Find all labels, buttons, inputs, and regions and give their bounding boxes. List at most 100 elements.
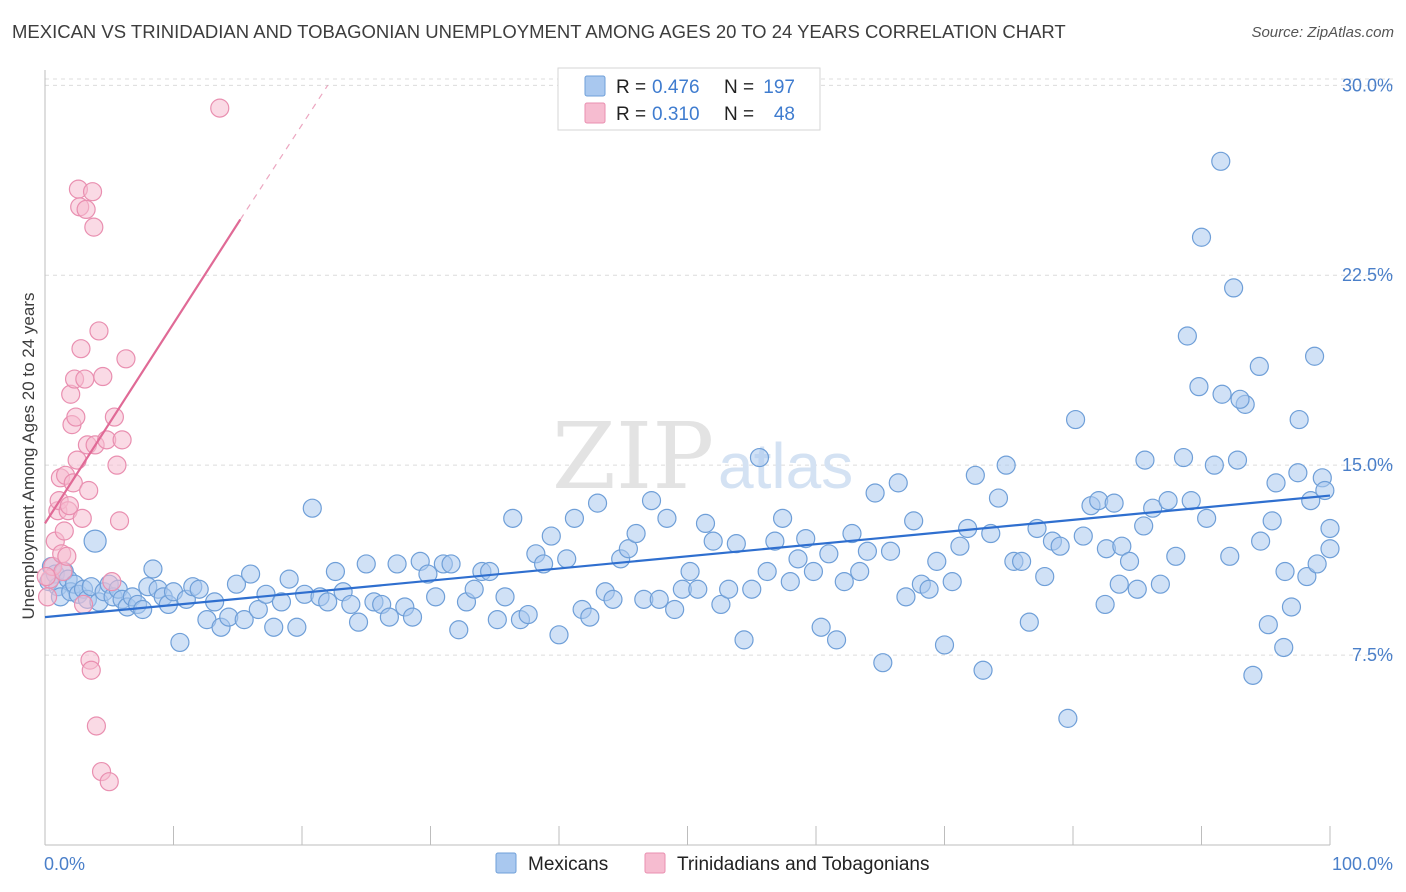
trinidadians-point-11 — [57, 546, 77, 566]
mexicans-point-112 — [796, 528, 816, 549]
mexicans-point-154 — [1119, 551, 1140, 571]
trinidadians-point-47 — [36, 566, 56, 587]
mexicans-point-175 — [1281, 597, 1302, 617]
mexicans-point-119 — [850, 561, 870, 582]
trinidadians-point-28 — [79, 480, 99, 501]
trinidadians-point-18 — [66, 407, 86, 427]
mexicans-point-33 — [189, 579, 209, 599]
mexicans-point-43 — [264, 617, 284, 637]
mexicans-point-181 — [1134, 516, 1154, 536]
mexicans-point-130 — [934, 635, 955, 655]
mexicans-point-110 — [780, 572, 800, 592]
legend: R = 0.476 N = 197 R = 0.310 N = 48 — [557, 67, 821, 131]
mexicans-point-66 — [441, 554, 461, 574]
mexicans-point-192 — [1307, 554, 1327, 574]
mexicans-point-168 — [1227, 450, 1248, 470]
mexicans-trend-line — [44, 494, 1331, 619]
y-axis-label: Unemployment Among Ages 20 to 24 years — [19, 293, 38, 620]
axes — [44, 70, 1331, 846]
mexicans-point-54 — [348, 612, 369, 632]
legend-n-label-trinidadians: N = — [724, 104, 754, 125]
mexicans-point-132 — [950, 536, 970, 556]
mexicans-point-177 — [1297, 566, 1317, 587]
mexicans-point-155 — [1127, 579, 1147, 599]
mexicans-point-72 — [487, 610, 507, 630]
trinidadians-point-25 — [75, 369, 95, 389]
mexicans-point-80 — [549, 625, 569, 645]
mexicans-point-45 — [279, 569, 299, 589]
series-trinidadians — [36, 98, 230, 792]
mexicans-point-30 — [170, 632, 190, 653]
chart-title: MEXICAN VS TRINIDADIAN AND TOBAGONIAN UN… — [12, 21, 1066, 42]
mexicans-point-171 — [1251, 531, 1271, 551]
y-tick-label-2: 22.5% — [1342, 265, 1393, 285]
mexicans-point-185 — [1224, 278, 1244, 298]
mexicans-point-67 — [449, 620, 469, 640]
mexicans-point-95 — [665, 599, 685, 620]
mexicans-point-117 — [834, 572, 854, 592]
legend-n-label-mexicans: N = — [724, 77, 754, 98]
mexicans-point-85 — [587, 493, 608, 513]
mexicans-point-98 — [688, 579, 708, 599]
mexicans-point-183 — [1191, 227, 1212, 247]
mexicans-point-129 — [927, 551, 947, 571]
watermark-zip: ZIP — [552, 403, 714, 510]
mexicans-point-152 — [1104, 493, 1124, 513]
x-tick-label-max: 100.0% — [1332, 854, 1393, 874]
mexicans-point-167 — [1220, 546, 1240, 566]
mexicans-point-134 — [965, 465, 985, 485]
trinidadians-trend-extension — [239, 84, 329, 220]
mexicans-point-48 — [302, 498, 322, 518]
mexicans-point-114 — [811, 617, 831, 637]
mexicans-point-173 — [1266, 473, 1286, 493]
mexicans-point-44 — [271, 592, 292, 612]
mexicans-point-63 — [418, 564, 438, 584]
trinidadians-point-0 — [37, 587, 58, 607]
mexicans-point-74 — [503, 508, 523, 528]
y-tick-label-3: 30.0% — [1342, 75, 1393, 95]
mexicans-point-118 — [842, 523, 862, 544]
mexicans-point-161 — [1173, 447, 1194, 468]
mexicans-point-51 — [325, 561, 346, 582]
bottom-legend-label-trinidadians: Trinidadians and Tobagonians — [677, 854, 929, 875]
mexicans-point-73 — [495, 587, 515, 607]
legend-n-value-trinidadians: 48 — [774, 104, 795, 125]
trinidadians-point-40 — [102, 572, 122, 592]
trinidadians-point-19 — [67, 450, 87, 470]
trinidadians-point-34 — [86, 716, 107, 736]
mexicans-point-128 — [919, 579, 939, 599]
mexicans-point-148 — [1073, 526, 1093, 546]
mexicans-point-174 — [1274, 637, 1294, 658]
mexicans-point-108 — [765, 531, 785, 551]
mexicans-point-143 — [1035, 566, 1055, 587]
mexicans-point-97 — [680, 561, 700, 582]
watermark-atlas: atlas — [718, 430, 853, 502]
y-tick-label-1: 15.0% — [1342, 455, 1393, 475]
mexicans-point-104 — [734, 630, 754, 650]
mexicans-point-125 — [896, 587, 916, 607]
mexicans-point-76 — [518, 604, 538, 625]
mexicans-point-166 — [1212, 384, 1232, 404]
trinidadians-point-43 — [109, 511, 130, 531]
mexicans-point-53 — [341, 594, 361, 615]
mexicans-point-103 — [726, 534, 746, 554]
legend-r-value-trinidadians: 0.310 — [652, 104, 700, 125]
mexicans-point-25 — [143, 559, 163, 579]
mexicans-point-195 — [1095, 594, 1115, 615]
mexicans-point-188 — [1262, 511, 1282, 531]
mexicans-point-102 — [719, 579, 739, 599]
x-tick-label-min: 0.0% — [44, 854, 85, 874]
trinidadians-point-46 — [210, 98, 230, 118]
mexicans-point-106 — [749, 447, 770, 468]
mexicans-point-113 — [803, 561, 824, 582]
mexicans-point-55 — [356, 554, 376, 574]
mexicans-point-61 — [402, 607, 423, 627]
mexicans-point-159 — [1158, 491, 1178, 511]
trinidadians-point-37 — [93, 366, 113, 387]
mexicans-point-160 — [1166, 546, 1186, 566]
mexicans-point-64 — [426, 587, 446, 607]
mexicans-point-194 — [1320, 518, 1340, 539]
legend-r-value-mexicans: 0.476 — [652, 77, 700, 98]
bottom-legend: Mexicans Trinidadians and Tobagonians — [495, 852, 929, 875]
mexicans-point-146 — [1058, 708, 1078, 728]
